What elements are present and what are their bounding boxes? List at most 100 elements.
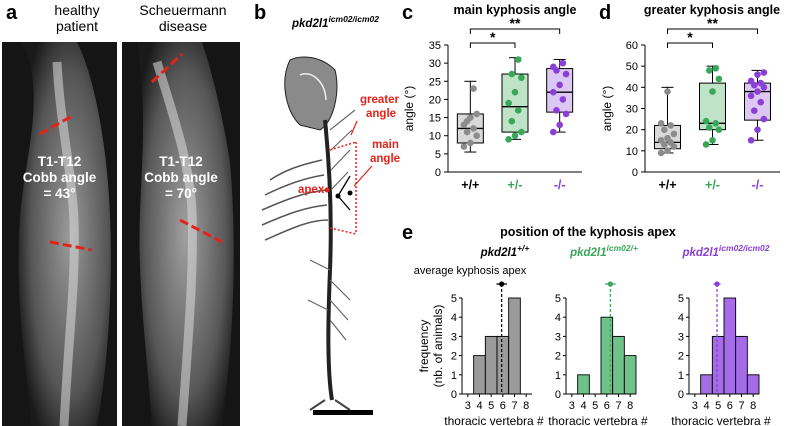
chart-d-point <box>757 79 764 87</box>
chart-d-point <box>715 75 723 83</box>
chart-c-point <box>562 110 570 118</box>
chart-e2-ytick-label: 0 <box>555 389 561 401</box>
chart-d-point <box>747 77 755 85</box>
chart-c-category-2: -/- <box>554 178 566 192</box>
chart-e1-genotype: pkd2l1+/+ <box>480 243 530 259</box>
chart-e1-xlabel: thoracic vertebra # <box>444 414 544 426</box>
chart-c-ytick-label: 35 <box>429 40 441 52</box>
chart-e1-bar <box>508 297 521 395</box>
chart-c-point <box>549 88 557 96</box>
chart-e3-ytick-label: 1 <box>678 370 684 382</box>
chart-e2-bar <box>623 355 637 395</box>
chart-e1-ylabel-2: (nb. of animals) <box>431 305 445 388</box>
chart-e2-ytick-label: 2 <box>555 351 561 363</box>
main-label-pointer <box>353 165 373 187</box>
chart-e1-bar <box>484 335 498 395</box>
chart-e2-ytick-label: 5 <box>555 293 561 305</box>
chart-c-ytick-label: 25 <box>429 76 441 88</box>
chart-c-point <box>549 128 557 136</box>
healthy-cobb-line1: T1-T12 <box>37 154 82 169</box>
chart-e3-bar <box>711 335 725 395</box>
chart-e1-ytick-label: 0 <box>451 389 457 401</box>
chart-c-point <box>473 110 481 118</box>
main-angle-vertex <box>335 193 341 199</box>
chart-d-point <box>661 126 668 133</box>
chart-c-point <box>463 128 471 136</box>
chart-c-category-0: +/+ <box>461 178 479 192</box>
chart-e3-genotype: pkd2l1icm02/icm02 <box>681 243 769 259</box>
panel-a-letter: a <box>6 2 18 24</box>
chart-e3-xtick-label: 3 <box>692 400 698 412</box>
chart-d-ytick-label: 50 <box>626 61 638 73</box>
chart-c-sig-label: ** <box>510 15 521 31</box>
healthy-patient-title: healthy patient <box>32 2 122 34</box>
panel-e-letter: e <box>402 222 414 244</box>
chart-e3-xlabel: thoracic vertebra # <box>671 414 771 426</box>
chart-c-point <box>473 132 481 140</box>
chart-e2-ytick-label: 4 <box>555 312 561 324</box>
chart-c-point <box>470 125 477 132</box>
chart-d-point <box>664 88 671 95</box>
apex-dot <box>324 187 330 193</box>
chart-d-point <box>760 115 768 123</box>
chart-d-point <box>667 122 674 129</box>
chart-d-sig-bracket <box>667 28 758 34</box>
chart-d-point <box>657 149 665 157</box>
chart-e2-xtick-label: 5 <box>592 400 598 412</box>
chart-d-ytick-label: 0 <box>632 167 638 179</box>
chart-e3-bar <box>735 335 748 395</box>
healthy-cobb-line2: Cobb angle <box>22 170 97 185</box>
chart-c-point <box>463 117 471 125</box>
scheuermann-title: Scheuermann disease <box>128 2 238 34</box>
scheuermann-cobb-line1: T1-T12 <box>159 154 203 169</box>
chart-d-point <box>760 69 768 76</box>
chart-e3-mean-dot <box>714 281 720 287</box>
chart-e1-ytick-label: 2 <box>451 351 457 363</box>
chart-e3-xtick-label: 8 <box>750 400 756 412</box>
scale-bar <box>313 410 373 415</box>
chart-e1-xtick-label: 8 <box>523 400 529 412</box>
chart-c-ylabel: angle (°) <box>402 86 416 132</box>
chart-d-point <box>754 71 761 78</box>
chart-d-sig-bracket <box>667 42 713 48</box>
panel-d-letter: d <box>599 2 612 24</box>
chart-c-point <box>470 85 477 92</box>
chart-d-point <box>664 134 671 142</box>
chart-c-point <box>514 107 522 114</box>
chart-d-point <box>754 88 761 95</box>
chart-e3-xtick-label: 6 <box>727 400 733 412</box>
chart-e2-ytick-label: 3 <box>555 331 561 343</box>
chart-e3-bar <box>723 297 737 395</box>
scheuermann-cobb-line2: Cobb angle <box>144 170 218 185</box>
chart-e3-ytick-label: 2 <box>678 351 684 363</box>
chart-e3-xtick-label: 4 <box>703 400 709 412</box>
chart-e2-bar <box>612 335 625 395</box>
chart-e2-xlabel: thoracic vertebra # <box>548 414 648 426</box>
chart-c-category-1: +/- <box>508 178 523 192</box>
chart-c-point <box>511 132 519 140</box>
fish-skeleton-drawing <box>261 56 356 411</box>
chart-c-point <box>518 74 525 81</box>
scheuermann-cobb-line3: = 70° <box>164 186 198 201</box>
chart-e2-xtick-label: 4 <box>580 400 586 412</box>
chart-d-point <box>751 107 758 114</box>
chart-e1-xtick-label: 6 <box>500 400 506 412</box>
chart-e3-bar <box>746 374 760 395</box>
chart-e1-ytick-label: 3 <box>451 331 457 343</box>
greater-angle-line-top <box>329 141 357 151</box>
chart-d-category-1: +/- <box>705 178 720 192</box>
chart-d-ytick-label: 10 <box>626 146 638 158</box>
fish-genotype-label: pkd2l1icm02/icm02 <box>291 14 379 30</box>
chart-d-point <box>757 98 764 106</box>
chart-d-point <box>670 130 678 138</box>
xray-scheuermann-image <box>122 42 240 426</box>
chart-e1-bar <box>473 355 486 395</box>
chart-e3-ytick-label: 4 <box>678 312 684 324</box>
chart-c-sig-label: * <box>490 29 496 45</box>
chart-c-point <box>556 81 563 89</box>
chart-e2-xtick-label: 7 <box>615 400 621 412</box>
greater-angle-label-2: angle <box>366 108 396 120</box>
chart-c-point <box>511 88 519 96</box>
chart-e2-xtick-label: 6 <box>604 400 610 412</box>
